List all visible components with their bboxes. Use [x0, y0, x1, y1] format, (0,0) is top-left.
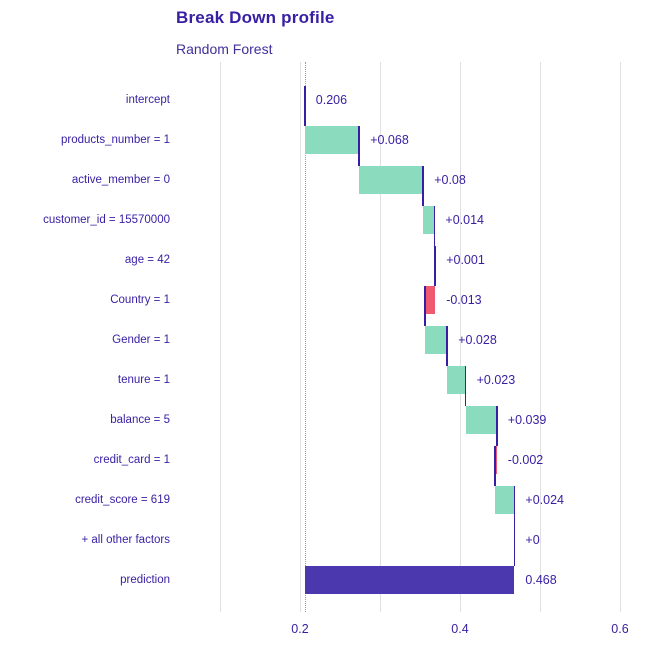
- breakdown-bar: [304, 126, 360, 154]
- row-label: products_number = 1: [61, 134, 170, 146]
- row-label: Country = 1: [110, 294, 170, 306]
- breakdown-bar: [423, 206, 435, 234]
- value-label: -0.013: [446, 293, 482, 307]
- row-label: credit_score = 619: [75, 494, 170, 506]
- row-label: prediction: [120, 574, 170, 586]
- breakdown-bar: [304, 566, 515, 594]
- value-label: +0.08: [434, 173, 466, 187]
- value-label: +0.023: [476, 373, 516, 387]
- value-label: -0.002: [507, 453, 544, 467]
- connector-line: [464, 366, 467, 406]
- breakdown-bar: [447, 366, 466, 394]
- x-gridline: [620, 62, 621, 612]
- chart-subtitle: Random Forest: [176, 41, 273, 57]
- row-label: age = 42: [124, 254, 170, 266]
- x-tick-label: 0.2: [291, 622, 309, 636]
- row-label: credit_card = 1: [93, 454, 170, 466]
- row-label: intercept: [125, 94, 170, 106]
- row-label: + all other factors: [81, 534, 170, 546]
- x-gridline: [460, 62, 461, 612]
- value-label: +0.068: [370, 133, 409, 147]
- value-label: +0.028: [458, 333, 497, 347]
- x-gridline: [380, 62, 381, 612]
- row-label: tenure = 1: [117, 374, 170, 386]
- connector-line: [446, 326, 448, 366]
- breakdown-bar: [424, 326, 448, 354]
- connector-line: [433, 206, 436, 246]
- connector-line: [513, 526, 516, 566]
- x-gridline: [540, 62, 541, 612]
- breakdown-bar: [495, 446, 497, 474]
- connector-line: [304, 86, 306, 126]
- connector-line: [422, 166, 424, 206]
- connector-line: [494, 446, 496, 486]
- connector-line: [424, 286, 426, 326]
- connector-line: [434, 246, 436, 286]
- row-label: customer_id = 15570000: [43, 214, 170, 226]
- breakdown-bar: [495, 486, 515, 514]
- connector-line: [513, 486, 516, 526]
- x-tick-label: 0.4: [451, 622, 469, 636]
- value-label: +0.014: [445, 213, 484, 227]
- value-label: 0.468: [525, 573, 557, 587]
- row-label: balance = 5: [110, 414, 170, 426]
- value-label: +0: [525, 533, 540, 547]
- breakdown-bar: [465, 406, 497, 434]
- value-label: +0.039: [507, 413, 547, 427]
- x-gridline: [300, 62, 301, 612]
- value-label: +0.001: [446, 253, 485, 267]
- row-label: Gender = 1: [112, 334, 170, 346]
- row-label: active_member = 0: [71, 174, 170, 186]
- breakdown-bar: [359, 166, 424, 194]
- intercept-dotted-line: [304, 62, 306, 612]
- chart-title: Break Down profile: [176, 8, 335, 27]
- value-label: +0.024: [525, 493, 564, 507]
- connector-line: [358, 126, 360, 166]
- connector-line: [496, 406, 498, 446]
- x-tick-label: 0.6: [611, 622, 629, 636]
- breakdown-bar: [424, 286, 436, 314]
- x-gridline: [220, 62, 221, 612]
- value-label: 0.206: [315, 93, 348, 107]
